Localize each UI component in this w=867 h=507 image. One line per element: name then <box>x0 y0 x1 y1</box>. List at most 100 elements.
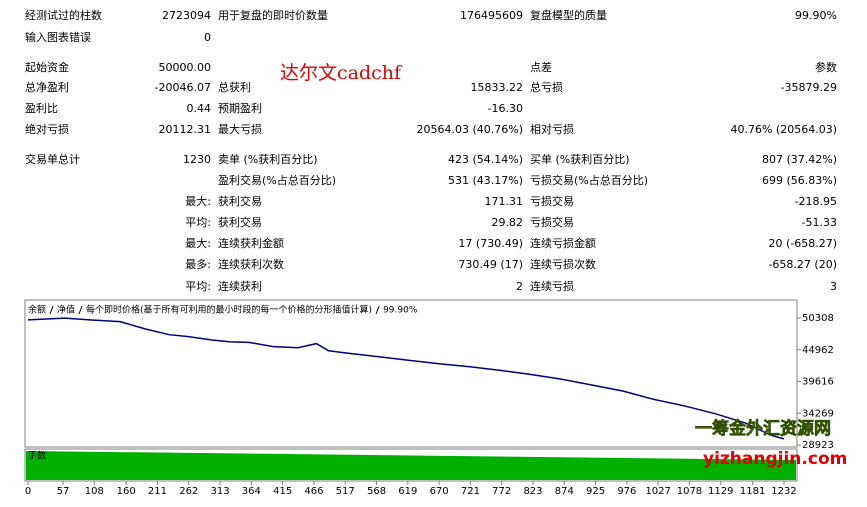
legend-entry: 99.90% <box>383 306 418 316</box>
legend-entry: 净值 <box>57 304 75 316</box>
report-value: 3 <box>830 280 837 293</box>
x-tick-label: 1232 <box>771 486 796 497</box>
report-label: 获利交易 <box>218 215 262 229</box>
y-tick-label: 34269 <box>802 408 834 419</box>
report-value: 平均: <box>185 280 211 293</box>
report-label: 交易单总计 <box>25 152 80 166</box>
report-value: -218.95 <box>795 195 837 208</box>
legend-entry: 每个即时价格(基于所有可利用的最小时段的每一个价格的分形插值计算) <box>86 304 372 316</box>
report-label: 起始资金 <box>25 60 69 74</box>
report-label: 最大亏损 <box>218 122 262 136</box>
report-label: 卖单 (%获利百分比) <box>218 153 318 166</box>
report-value: 平均: <box>185 216 211 229</box>
x-tick-label: 313 <box>211 486 230 497</box>
report-value: 最多: <box>185 257 211 271</box>
report-label: 亏损交易 <box>530 194 574 208</box>
x-tick-label: 568 <box>367 486 386 497</box>
report-value: 15833.22 <box>471 81 524 94</box>
report-label: 盈利比 <box>25 102 58 115</box>
report-value: 2723094 <box>162 9 211 22</box>
x-tick-label: 670 <box>430 486 449 497</box>
x-tick-label: 517 <box>336 486 355 497</box>
y-tick-label: 39616 <box>802 377 834 388</box>
report-value: 531 (43.17%) <box>448 174 523 187</box>
y-tick-label: 28923 <box>802 440 834 451</box>
report-label: 输入图表错误 <box>25 30 91 44</box>
report-value: 0 <box>204 31 211 44</box>
x-tick-label: 364 <box>242 486 261 497</box>
report-value: -51.33 <box>802 216 837 229</box>
x-tick-label: 874 <box>555 486 574 497</box>
report-label: 相对亏损 <box>530 122 574 136</box>
y-tick-label: 44962 <box>802 345 834 356</box>
balance-line <box>27 317 785 440</box>
report-value: 423 (54.14%) <box>448 153 523 166</box>
report-value: 20 (-658.27) <box>768 237 837 250</box>
report-value: 最大: <box>185 236 211 250</box>
report-label: 连续亏损 <box>530 279 574 293</box>
report-value: 最大: <box>185 194 211 208</box>
report-value: 40.76% (20564.03) <box>730 123 837 136</box>
report-value: 730.49 (17) <box>458 258 523 271</box>
x-tick-label: 823 <box>523 486 542 497</box>
report-value: 0.44 <box>187 102 212 115</box>
x-tick-label: 1078 <box>677 486 702 497</box>
x-tick-label: 415 <box>273 486 292 497</box>
report-value: 参数 <box>815 60 837 74</box>
volume-label: 手数 <box>28 450 46 462</box>
x-tick-label: 108 <box>85 486 104 497</box>
x-tick-label: 925 <box>586 486 605 497</box>
report-value: -20046.07 <box>155 81 211 94</box>
legend-sep <box>375 305 380 315</box>
x-tick-label: 211 <box>148 486 167 497</box>
report-label: 连续获利金额 <box>218 236 284 250</box>
watermark: 一筹金外汇资源网 <box>695 418 831 439</box>
x-tick-label: 1027 <box>645 486 670 497</box>
x-tick-label: 1129 <box>708 486 733 497</box>
report-label: 用于复盘的即时价数量 <box>218 8 328 22</box>
report-label: 总亏损 <box>530 80 563 94</box>
report-label: 亏损交易(%占总百分比) <box>530 173 648 187</box>
x-tick-label: 721 <box>461 486 480 497</box>
report-value: 50000.00 <box>159 61 212 74</box>
report-label: 绝对亏损 <box>25 122 69 136</box>
report-label: 连续亏损次数 <box>530 257 596 271</box>
report-label: 总获利 <box>218 80 251 94</box>
report-value: 176495609 <box>460 9 523 22</box>
report-label: 点差 <box>530 60 552 74</box>
report-label: 连续获利 <box>218 279 262 293</box>
legend-sep <box>78 305 83 315</box>
x-tick-label: 0 <box>25 486 31 497</box>
report-label: 连续亏损金额 <box>530 236 596 250</box>
x-tick-label: 160 <box>117 486 136 497</box>
report-value: 1230 <box>183 153 211 166</box>
report-value: 699 (56.83%) <box>762 174 837 187</box>
legend-sep <box>49 305 54 315</box>
report-label: 连续获利次数 <box>218 257 284 271</box>
report-value: 99.90% <box>795 9 837 22</box>
report-label: 总净盈利 <box>25 80 69 94</box>
x-tick-label: 1181 <box>740 486 765 497</box>
watermark: yizhangjin.com <box>703 449 847 469</box>
report-title: 达尔文cadchf <box>280 62 403 84</box>
report-label: 获利交易 <box>218 194 262 208</box>
report-value: 20112.31 <box>159 123 212 136</box>
report-value: -16.30 <box>488 102 523 115</box>
x-tick-label: 976 <box>617 486 636 497</box>
report-value: 807 (37.42%) <box>762 153 837 166</box>
report-label: 买单 (%获利百分比) <box>530 153 630 166</box>
plot-frame <box>24 299 798 448</box>
report-label: 盈利交易(%占总百分比) <box>218 173 336 187</box>
report-label: 经测试过的柱数 <box>25 8 102 22</box>
x-tick-label: 619 <box>398 486 417 497</box>
x-tick-label: 57 <box>57 486 70 497</box>
volume-area <box>26 451 796 480</box>
y-tick-label: 50308 <box>802 313 834 324</box>
report-value: 20564.03 (40.76%) <box>416 123 523 136</box>
report-value: 17 (730.49) <box>458 237 523 250</box>
report-value: 2 <box>516 280 523 293</box>
report-value: 29.82 <box>492 216 524 229</box>
report-label: 复盘模型的质量 <box>530 8 607 22</box>
report-value: 171.31 <box>485 195 524 208</box>
